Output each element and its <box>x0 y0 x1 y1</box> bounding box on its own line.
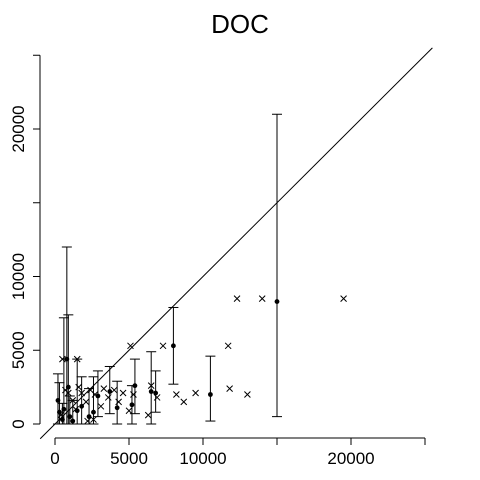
data-point-dot <box>95 393 101 399</box>
data-point-cross <box>97 402 105 410</box>
data-point-cross <box>159 342 167 350</box>
y-tick-label: 5000 <box>9 331 28 369</box>
data-point-dot <box>107 389 113 394</box>
data-point-cross <box>153 394 161 401</box>
data-point-cross <box>90 416 97 423</box>
data-point-cross <box>125 407 133 415</box>
identity-line-group <box>39 47 433 440</box>
data-point-dot <box>148 389 154 394</box>
data-point-dot <box>74 408 80 414</box>
data-point-dot <box>86 414 92 420</box>
data-point-cross <box>87 386 94 394</box>
chart-title: DOC <box>211 9 269 39</box>
data-point-cross <box>75 383 83 391</box>
data-point-cross <box>119 389 127 397</box>
data-point-cross <box>100 385 108 392</box>
data-point-dot <box>57 409 62 415</box>
data-point-dot <box>79 403 85 409</box>
data-point-dot <box>129 402 135 408</box>
data-point-cross <box>104 394 112 401</box>
data-point-dot <box>208 392 213 397</box>
data-point-dot <box>60 417 65 422</box>
x-tick-label: 10000 <box>179 449 226 468</box>
data-point-dot <box>70 418 76 424</box>
data-point-dot <box>114 405 120 411</box>
data-point-cross <box>84 417 91 425</box>
data-point-dot <box>64 356 70 362</box>
data-point-cross <box>59 355 66 363</box>
data-point-dot <box>67 414 73 420</box>
y-tick-label: 10000 <box>9 253 28 300</box>
data-point-dot <box>55 398 61 403</box>
data-point-cross <box>64 389 72 397</box>
data-point-cross <box>226 385 233 392</box>
data-point-cross <box>73 355 81 363</box>
data-point-cross <box>173 391 180 398</box>
y-tick-label: 0 <box>9 419 28 428</box>
data-point-dot <box>171 343 176 349</box>
data-point-cross <box>233 295 241 302</box>
data-point-cross <box>69 397 77 404</box>
identity-line <box>39 47 433 440</box>
data-point-cross <box>180 398 188 406</box>
data-point-cross <box>127 342 134 350</box>
data-point-dot <box>91 409 96 415</box>
data-point-dot <box>132 383 138 389</box>
data-point-cross <box>340 295 347 302</box>
data-point-cross <box>78 389 85 397</box>
x-tick-label: 5000 <box>110 449 148 468</box>
cross-markers <box>57 295 347 425</box>
error-bars <box>52 113 282 425</box>
data-point-dot <box>61 406 67 412</box>
data-point-cross <box>147 382 155 390</box>
x-tick-label: 20000 <box>327 449 374 468</box>
axes: 0 5000 10000 20000 0 5000 10000 20000 <box>9 54 426 468</box>
data-point-cross <box>244 391 251 398</box>
data-point-cross <box>82 398 90 406</box>
data-point-dot <box>153 390 159 396</box>
y-tick-label: 20000 <box>9 105 28 152</box>
data-point-cross <box>115 398 122 406</box>
data-point-cross <box>110 386 118 394</box>
data-point-cross <box>192 389 199 397</box>
data-point-dot <box>65 384 71 390</box>
data-point-cross <box>144 411 152 419</box>
x-tick-label: 0 <box>50 449 59 468</box>
data-point-cross <box>130 391 137 398</box>
dot-markers <box>55 299 280 424</box>
data-point-cross <box>224 342 232 350</box>
data-point-cross <box>258 295 266 302</box>
data-point-dot <box>274 299 280 304</box>
